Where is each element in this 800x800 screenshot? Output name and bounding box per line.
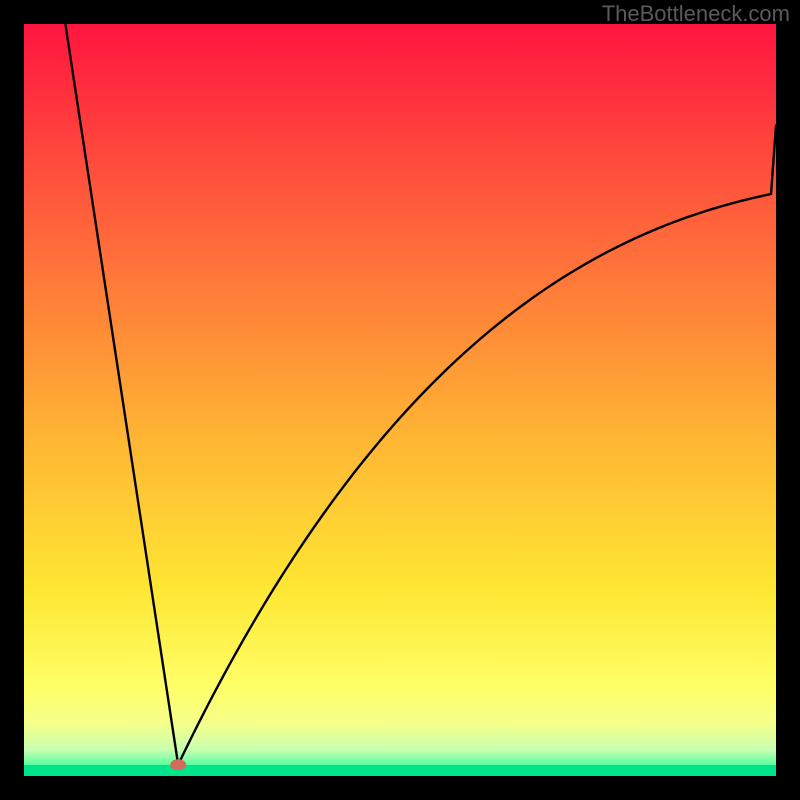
- bottom-green-band: [24, 765, 776, 776]
- gradient-background: [24, 24, 776, 776]
- bottleneck-chart: TheBottleneck.com: [0, 0, 800, 800]
- source-label: TheBottleneck.com: [602, 1, 790, 26]
- valley-marker: [170, 759, 186, 770]
